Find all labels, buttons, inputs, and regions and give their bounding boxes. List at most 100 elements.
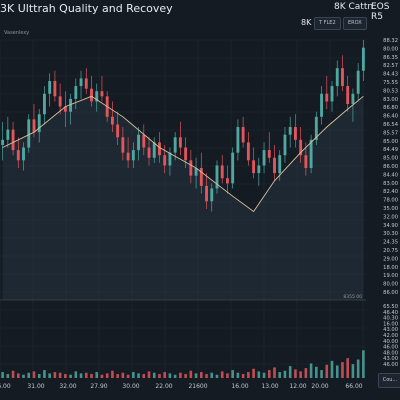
candle-body <box>48 80 52 94</box>
volume-bar <box>22 374 25 378</box>
price-tick-label: 29.00 <box>383 256 398 262</box>
candle <box>335 60 339 97</box>
candle <box>1 121 5 161</box>
candle-body <box>137 134 140 151</box>
indicator-button[interactable]: EROX <box>343 17 367 30</box>
candle <box>131 142 135 168</box>
volume-bar <box>199 372 203 378</box>
candle-body <box>32 119 36 133</box>
candle-body <box>121 137 125 153</box>
candle <box>163 144 167 174</box>
candle-body <box>341 68 344 87</box>
time-tick-label: 6.00 <box>0 383 11 390</box>
volume-bar <box>356 359 360 378</box>
volume-bar <box>179 372 182 378</box>
time-tick-label: 30.00 <box>122 383 139 390</box>
volume-tick-label: 46.40 <box>383 310 398 316</box>
volume-bar <box>37 374 41 378</box>
volume-bar <box>158 374 161 378</box>
volume-bar <box>100 374 104 378</box>
price-tick-label: 75.55 <box>383 80 398 86</box>
volume-bar <box>6 374 10 378</box>
candle <box>11 121 15 156</box>
candle-body <box>252 160 256 174</box>
candle-body <box>299 139 303 156</box>
candle <box>27 114 31 153</box>
volume-bar <box>288 366 292 378</box>
price-tick-label: 35.00 <box>383 206 398 212</box>
settings-button[interactable]: Cou... <box>378 373 400 388</box>
candle <box>168 147 172 176</box>
overlay-line <box>2 95 364 213</box>
price-tick-label: 88.32 <box>383 38 398 44</box>
price-tick-label: 80.00 <box>383 282 398 288</box>
volume-bar <box>351 364 355 378</box>
volume-bar <box>220 371 224 378</box>
candle-body <box>147 147 151 158</box>
volume-bar <box>231 370 234 378</box>
volume-bar <box>241 374 245 378</box>
candle-body <box>189 160 193 176</box>
volume-bar <box>262 372 266 378</box>
volume-bar <box>194 373 198 378</box>
candle <box>69 93 73 125</box>
candle-body <box>173 137 177 153</box>
volume-bar <box>226 373 229 378</box>
timeframe-button[interactable]: T FLE2 <box>314 17 341 30</box>
candle <box>330 80 334 112</box>
candle <box>273 144 276 181</box>
candle <box>116 111 120 145</box>
price-tick-label: 30.30 <box>383 231 398 237</box>
candle <box>90 75 93 107</box>
volume-tick-label: 48.00 <box>383 350 398 356</box>
candle-body <box>22 147 25 161</box>
volume-tick-label: 16.00 <box>383 321 398 327</box>
volume-tick-label: 42.00 <box>383 333 398 339</box>
model-label: EOS R5 <box>371 2 390 22</box>
price-tick-label: 34.90 <box>383 223 398 229</box>
volume-bar <box>184 374 187 378</box>
volume-bar <box>320 370 323 378</box>
price-tick-label: 86.35 <box>383 55 398 61</box>
camera-label: 8K Cattn <box>334 2 374 12</box>
time-tick-label: 27.90 <box>90 383 107 390</box>
candle <box>267 132 271 163</box>
candle-body <box>131 150 135 161</box>
volume-bar <box>43 370 46 378</box>
candle-body <box>267 150 271 158</box>
candle <box>22 142 25 171</box>
candle-body <box>194 168 198 176</box>
candle <box>53 70 57 102</box>
volume-bar <box>58 372 62 378</box>
candle <box>325 75 329 110</box>
price-tick-label: 85.00 <box>383 156 398 162</box>
volume-bar <box>299 371 302 378</box>
time-axis: 6.00 31.00 32.00 27.90 30.00 22.00 21600 16.00 1… <box>0 383 363 390</box>
candle <box>110 101 114 133</box>
candle <box>205 173 208 209</box>
candle-body <box>361 47 365 71</box>
volume-bar <box>278 372 282 378</box>
candle-body <box>220 165 224 179</box>
candle <box>341 55 344 92</box>
panel-separator-label: 8355 00 <box>343 294 362 300</box>
candle <box>314 111 318 145</box>
volume-series <box>1 350 365 378</box>
price-axis: 88.32 80.00 86.35 82.57 84.43 75.55 80.53 83.00… <box>383 38 399 296</box>
candle <box>246 132 250 166</box>
candle <box>48 73 52 107</box>
price-tick-label: 80.00 <box>383 46 398 52</box>
candle-body <box>278 155 282 174</box>
candle <box>241 116 245 148</box>
candle-body <box>351 93 355 104</box>
price-tick-label: 84.43 <box>383 72 398 78</box>
candle-body <box>27 119 31 148</box>
candle <box>283 127 287 163</box>
time-tick-label: 20.00 <box>311 383 328 390</box>
volume-bar <box>173 374 177 378</box>
volume-bar <box>304 368 308 378</box>
volume-bar <box>341 362 344 378</box>
volume-bar <box>362 350 365 378</box>
